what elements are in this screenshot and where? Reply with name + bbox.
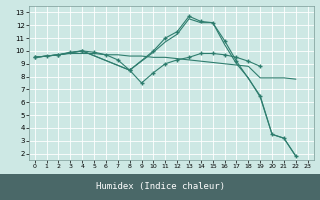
Text: Humidex (Indice chaleur): Humidex (Indice chaleur): [95, 182, 225, 192]
